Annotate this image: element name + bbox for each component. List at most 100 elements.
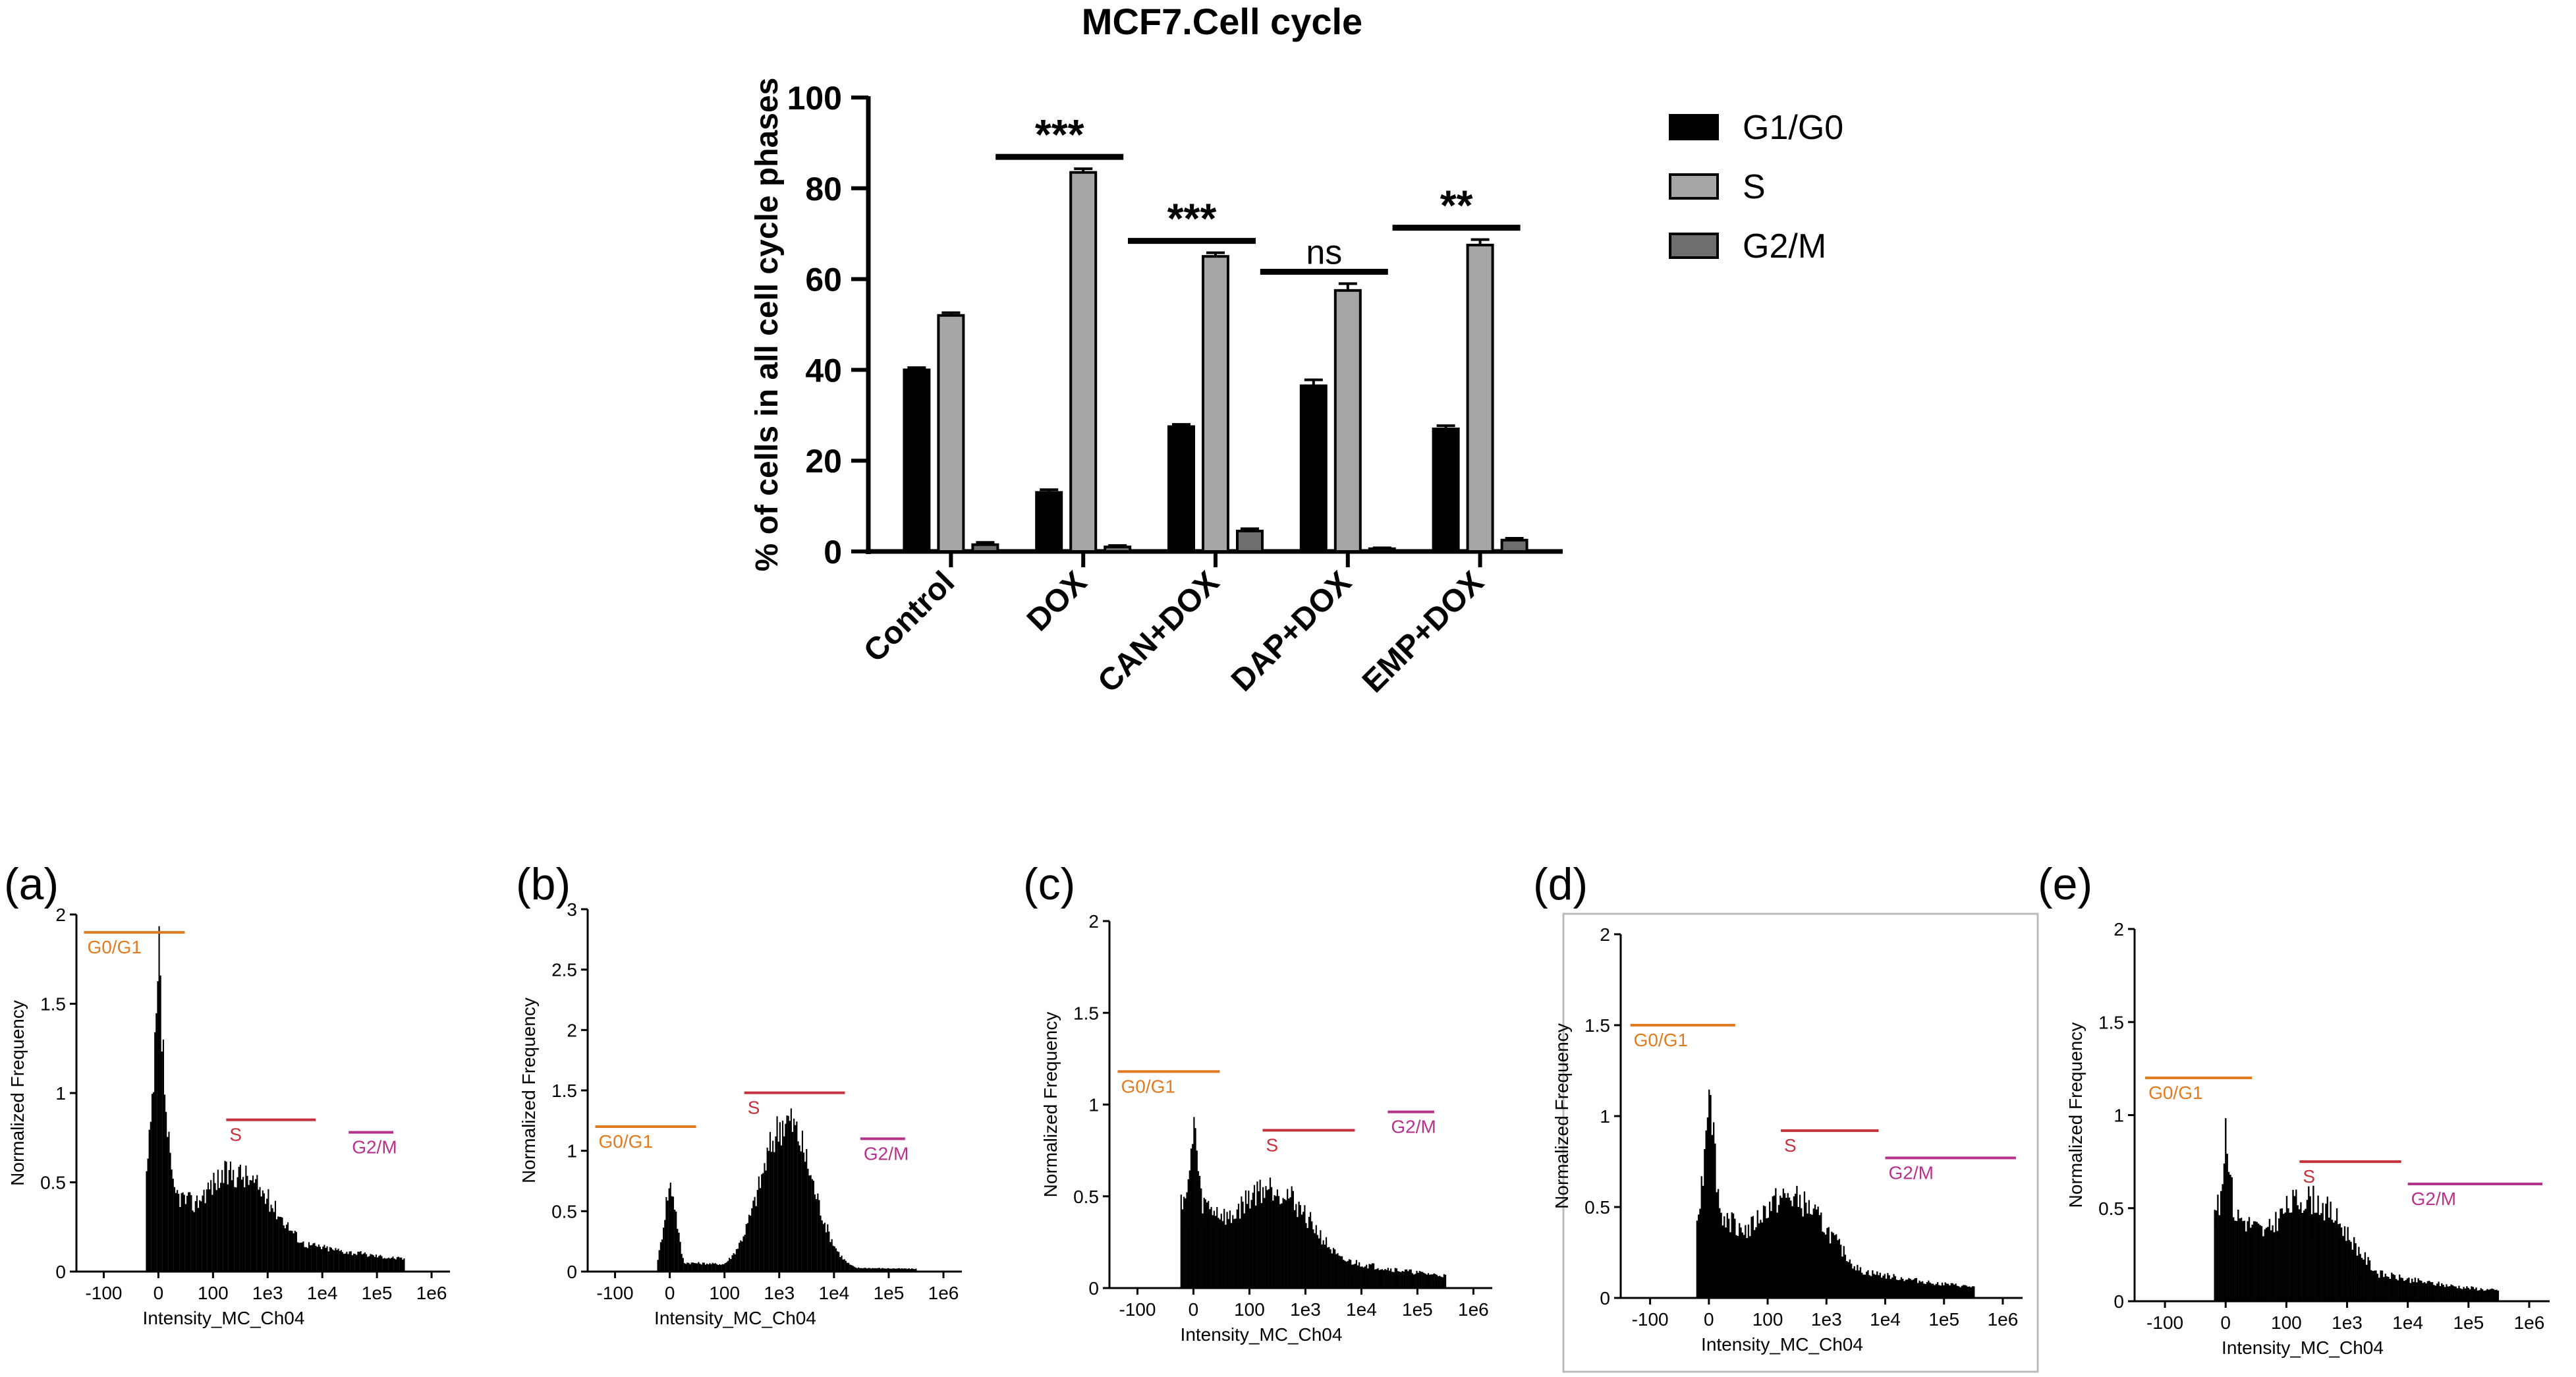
y-tick-label: 1.5 [551, 1081, 577, 1101]
histogram-bars [1147, 1117, 1464, 1288]
bar-G1-G0-DOX [1035, 491, 1063, 553]
y-tick-label: 0.5 [40, 1173, 66, 1193]
bar-S-EMP+DOX [1466, 243, 1494, 553]
x-tick-label: 100 [1752, 1309, 1783, 1330]
gate-label: G2/M [1391, 1117, 1436, 1137]
histogram-bars [1660, 1089, 1993, 1298]
x-tick-label: 1e4 [2392, 1312, 2423, 1333]
gate-label: G2/M [2411, 1189, 2456, 1209]
gate-label: G0/G1 [2148, 1082, 2202, 1103]
x-tick-label: -100 [2146, 1312, 2183, 1333]
x-tick-label: 0 [1189, 1299, 1199, 1320]
gate-label: G2/M [352, 1137, 397, 1158]
significance-label: *** [1035, 111, 1084, 158]
x-tick-label: 1e5 [874, 1283, 905, 1303]
y-tick-label: 2 [2114, 919, 2124, 940]
y-axis-label: Normalized Frequency [2065, 1023, 2086, 1208]
x-tick-label: 1e5 [2453, 1312, 2484, 1333]
y-tick-label: 1 [567, 1141, 577, 1162]
chart-title: MCF7.Cell cycle [1082, 1, 1362, 42]
x-tick-label: 0 [2220, 1312, 2231, 1333]
x-axis-label: Intensity_MC_Ch04 [1701, 1334, 1863, 1355]
y-tick-label: 2.5 [551, 960, 577, 980]
y-tick-label: 0 [1600, 1288, 1610, 1308]
y-tick-label: 0 [55, 1262, 66, 1282]
y-tick-label: 20 [805, 443, 842, 480]
y-tick-label: 0.5 [1584, 1197, 1610, 1218]
x-tick-label: 1e3 [1290, 1299, 1321, 1320]
gate-label: G0/G1 [1634, 1030, 1688, 1050]
y-tick-label: 0 [824, 534, 842, 571]
gate-label: S [2303, 1166, 2315, 1187]
x-tick-label: 100 [709, 1283, 740, 1303]
histogram-panel-d: (d) 0 0.5 1 1.5 2 -100 0 100 1e3 1e4 1e5 1e6 Intensit… [1533, 859, 2039, 1373]
y-tick-label: 0.5 [2098, 1198, 2124, 1219]
x-tick-label: 100 [198, 1283, 229, 1303]
histogram-bars [113, 926, 422, 1272]
bar-G1-G0-CAN+DOX [1167, 425, 1195, 553]
bar-G2-M-EMP+DOX [1500, 538, 1528, 553]
y-tick-label: 1 [55, 1083, 66, 1104]
x-tick-label: 0 [1704, 1309, 1714, 1330]
y-tick-label: 1 [2114, 1106, 2124, 1126]
x-tick-label: 1e6 [416, 1283, 447, 1303]
x-tick-label: 1e5 [1928, 1309, 1959, 1330]
y-tick-label: 2 [1088, 911, 1099, 932]
significance-label: *** [1167, 195, 1217, 242]
bar-G1-G0-DAP+DOX [1299, 384, 1328, 553]
gate-label: G0/G1 [1121, 1076, 1175, 1096]
x-tick-label: 1e6 [928, 1283, 959, 1303]
y-axis-label: Normalized Frequency [7, 1000, 28, 1186]
gate-label: G0/G1 [87, 937, 141, 957]
panel-label: (c) [1023, 859, 1075, 909]
legend-swatch-S [1669, 173, 1719, 200]
x-tick-label: DOX [1021, 565, 1094, 638]
x-tick-label: DAP+DOX [1225, 565, 1358, 698]
panel-label: (b) [516, 859, 571, 909]
histogram-bars [2175, 1118, 2519, 1301]
bar-S-CAN+DOX [1202, 255, 1229, 553]
x-tick-label: 0 [154, 1283, 164, 1303]
y-tick-label: 0.5 [1073, 1187, 1099, 1207]
y-tick-label: 1.5 [40, 994, 66, 1015]
y-tick-label: 40 [805, 352, 842, 389]
bar-S-DOX [1069, 171, 1098, 553]
bar-chart: MCF7.Cell cycle 0 20 40 60 80 100% of cells in… [750, 1, 1843, 700]
x-tick-label: 1e3 [1811, 1309, 1842, 1330]
x-tick-label: 1e3 [2332, 1312, 2363, 1333]
legend-label: S [1743, 168, 1766, 206]
x-tick-label: -100 [1119, 1299, 1156, 1320]
x-tick-label: 100 [2271, 1312, 2302, 1333]
x-tick-label: 1e3 [252, 1283, 283, 1303]
significance-label: ns [1306, 233, 1342, 271]
bar-G2-M-CAN+DOX [1236, 529, 1264, 553]
x-axis-label: Intensity_MC_Ch04 [143, 1308, 305, 1328]
y-tick-label: 1 [1088, 1095, 1099, 1115]
x-tick-label: EMP+DOX [1356, 565, 1490, 699]
y-tick-label: 1 [1600, 1106, 1610, 1127]
x-tick-label: CAN+DOX [1091, 565, 1225, 699]
histogram-panel-e: (e) 0 0.5 1 1.5 2 -100 0 100 1e3 1e4 1e5 1e6 Intensit… [2038, 859, 2550, 1358]
y-tick-label: 0.5 [551, 1201, 577, 1222]
panel-label: (a) [4, 859, 59, 909]
x-axis-label: Intensity_MC_Ch04 [2222, 1337, 2384, 1358]
y-tick-label: 0 [2114, 1291, 2124, 1312]
x-tick-label: 1e6 [1458, 1299, 1489, 1320]
x-axis-label: Intensity_MC_Ch04 [1181, 1324, 1343, 1345]
histogram-panel-b: (b) 0 0.5 1 1.5 2 2.5 3 -100 0 100 1e3 1e4 1e5 1e6 Inte… [516, 859, 962, 1328]
gate-label: S [229, 1125, 242, 1145]
x-tick-label: -100 [1632, 1309, 1669, 1330]
x-tick-label: 1e4 [307, 1283, 338, 1303]
x-tick-label: 1e4 [1346, 1299, 1377, 1320]
y-axis-label: Normalized Frequency [1552, 1023, 1572, 1209]
x-tick-label: 1e3 [764, 1283, 795, 1303]
x-tick-label: Control [857, 565, 961, 669]
gate-label: S [748, 1098, 760, 1118]
y-tick-label: 0 [567, 1262, 577, 1282]
x-tick-label: 1e4 [1870, 1309, 1901, 1330]
gate-label: S [1266, 1135, 1278, 1155]
bar-G2-M-DOX [1104, 546, 1132, 553]
gate-label: S [1784, 1135, 1797, 1156]
y-tick-label: 2 [567, 1020, 577, 1040]
x-tick-label: -100 [597, 1283, 634, 1303]
